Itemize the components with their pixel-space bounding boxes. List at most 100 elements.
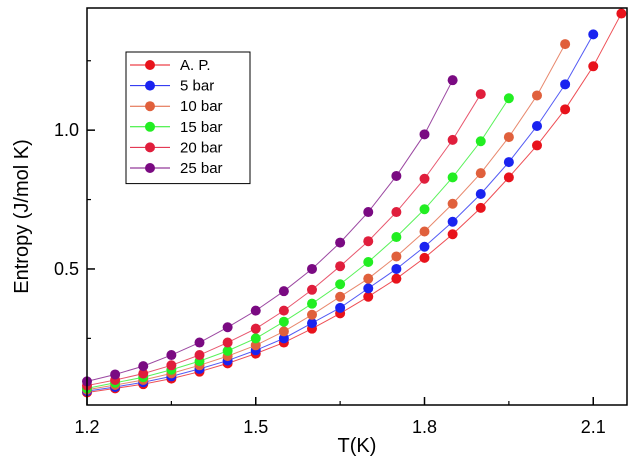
data-point <box>503 132 514 143</box>
data-point <box>560 79 571 90</box>
x-tick-label: 1.5 <box>243 417 268 437</box>
series-5 <box>82 75 458 387</box>
data-point <box>391 273 402 284</box>
legend: A. P. 5 bar 10 bar 15 bar 20 bar 25 bar <box>125 51 251 185</box>
legend-label: 25 bar <box>180 160 223 177</box>
data-point <box>363 291 374 302</box>
data-point <box>194 337 205 348</box>
data-point <box>363 236 374 247</box>
data-point <box>250 340 261 351</box>
legend-marker <box>145 80 155 91</box>
data-point <box>616 8 627 19</box>
legend-label: 20 bar <box>180 139 223 156</box>
data-point <box>307 298 317 309</box>
data-point <box>391 170 402 181</box>
data-point <box>335 237 346 248</box>
data-point <box>391 263 402 274</box>
x-tick-label: 1.8 <box>412 417 437 437</box>
data-point <box>363 207 374 218</box>
data-point <box>447 229 458 240</box>
data-point <box>475 189 486 200</box>
data-point <box>335 261 346 272</box>
data-point <box>532 140 542 151</box>
data-point <box>447 75 458 86</box>
data-point <box>250 305 261 316</box>
data-point <box>588 29 599 40</box>
data-point <box>447 172 458 183</box>
legend-marker <box>145 60 155 70</box>
data-point <box>335 291 346 302</box>
data-point <box>222 345 233 356</box>
data-point <box>307 284 317 295</box>
legend-marker <box>145 163 155 173</box>
data-point <box>391 232 402 243</box>
data-point <box>447 216 458 227</box>
x-tick-label: 1.2 <box>74 417 99 437</box>
data-point <box>307 309 317 320</box>
y-tick-label: 0.5 <box>54 259 79 279</box>
data-point <box>503 93 514 104</box>
data-point <box>447 134 458 145</box>
legend-marker <box>145 142 155 153</box>
data-point <box>447 198 458 209</box>
legend-label: 10 bar <box>180 98 223 115</box>
series-line <box>86 97 510 389</box>
data-point <box>278 333 289 344</box>
data-point <box>391 207 402 218</box>
data-point <box>278 326 289 337</box>
legend-box <box>125 51 251 185</box>
data-point <box>419 173 430 184</box>
data-point <box>391 251 402 262</box>
data-point <box>166 350 177 361</box>
data-point <box>222 337 233 348</box>
data-point <box>307 318 317 329</box>
data-point <box>419 129 430 140</box>
legend-marker <box>145 101 155 112</box>
data-point <box>335 279 346 290</box>
data-point <box>307 263 317 274</box>
series-layer <box>82 8 627 398</box>
data-point <box>503 172 514 183</box>
series-4 <box>82 89 486 391</box>
legend-label: A. P. <box>180 57 211 74</box>
data-point <box>138 361 149 372</box>
x-axis-title: T(K) <box>338 435 377 457</box>
data-point <box>588 61 599 72</box>
data-point <box>475 89 486 100</box>
y-axis-title: Entropy (J/mol K) <box>11 139 33 293</box>
data-point <box>278 305 289 316</box>
data-point <box>278 286 289 297</box>
data-point <box>475 202 486 213</box>
data-point <box>222 322 233 333</box>
data-point <box>363 257 374 268</box>
data-point <box>335 302 346 313</box>
legend-label: 15 bar <box>180 119 223 136</box>
data-point <box>194 350 205 361</box>
data-point <box>532 120 542 131</box>
data-point <box>363 283 374 294</box>
data-point <box>560 104 571 115</box>
data-point <box>475 168 486 179</box>
data-point <box>110 369 121 380</box>
data-point <box>503 157 514 168</box>
data-point <box>363 273 374 284</box>
data-point <box>419 252 430 263</box>
data-point <box>166 360 177 371</box>
data-point <box>419 204 430 215</box>
y-tick-label: 1.0 <box>54 120 79 140</box>
plot-frame <box>86 7 628 406</box>
data-point <box>419 241 430 252</box>
data-point <box>532 90 542 101</box>
data-point <box>278 316 289 327</box>
ticks-layer: 1.2 1.5 1.8 2.1 0.5 1.0 <box>54 60 606 437</box>
data-point <box>250 323 261 334</box>
legend-marker <box>145 121 155 132</box>
data-point <box>475 136 486 147</box>
data-point <box>419 226 430 237</box>
data-point <box>138 368 149 379</box>
series-line <box>86 79 454 382</box>
legend-label: 5 bar <box>180 78 214 95</box>
x-tick-label: 2.1 <box>581 417 606 437</box>
data-point <box>250 333 261 344</box>
